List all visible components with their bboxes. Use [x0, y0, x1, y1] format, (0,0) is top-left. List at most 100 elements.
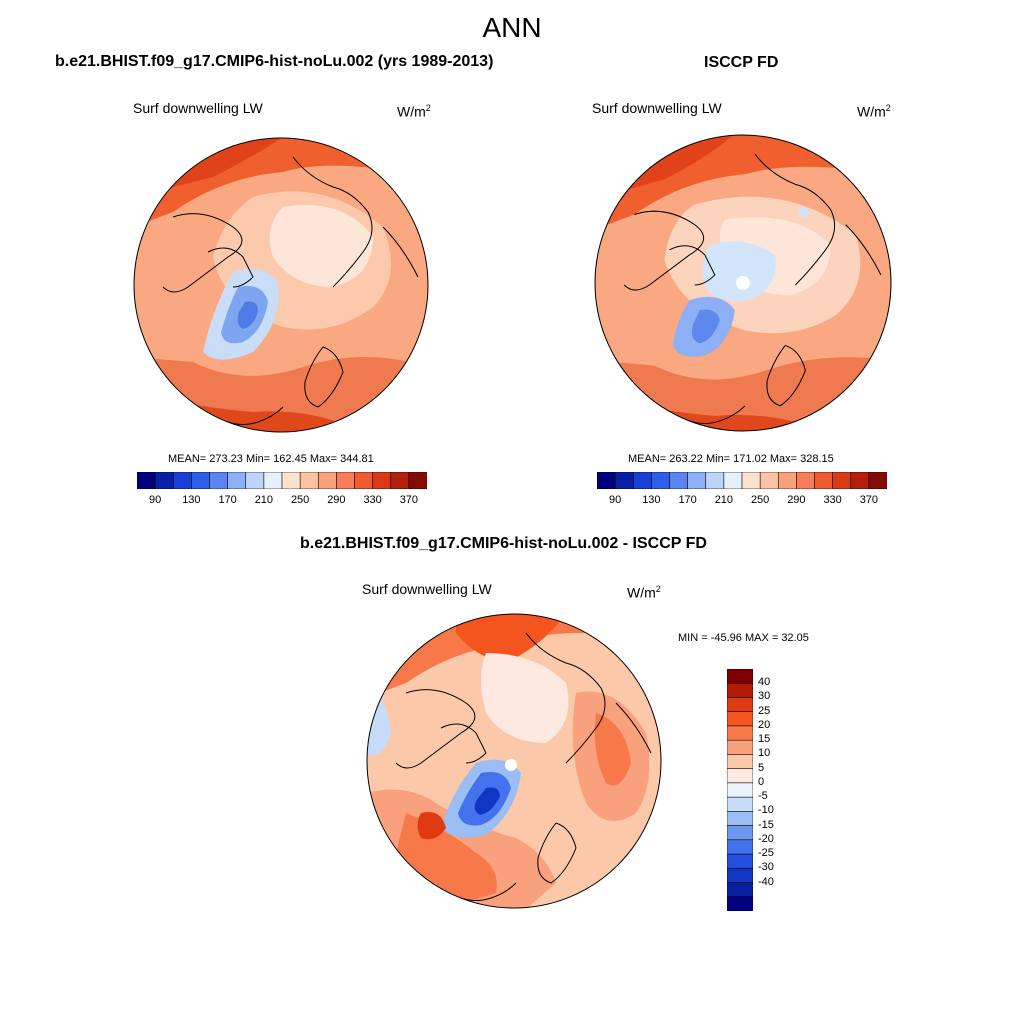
panel-1-colorbar-swatch	[390, 472, 410, 489]
panel-1-colorbar-swatch	[263, 472, 283, 489]
panel-1-colorbar-swatch	[191, 472, 211, 489]
panel-1-colorbar-swatch	[317, 472, 337, 489]
panel-2-colorbar-tick-label: 210	[714, 494, 734, 506]
panel-1-colorbar-swatch	[209, 472, 229, 489]
panel-1-colorbar-swatch	[299, 472, 319, 489]
panel-3-colorbar-swatch	[727, 811, 753, 827]
panel-2-colorbar-swatch	[850, 472, 870, 489]
panel-2-colorbar-tick-label: 290	[787, 494, 806, 506]
panel-1-colorbar-tick-label: 210	[254, 494, 274, 506]
panel-2-colorbar-swatch	[651, 472, 671, 489]
panel-1-colorbar-swatch	[372, 472, 392, 489]
panel-3-colorbar-swatch	[727, 754, 753, 770]
panel-2-colorbar	[597, 472, 887, 489]
panel-3-colorbar-label: 30	[758, 690, 771, 703]
panel-3-colorbar-swatch	[727, 682, 753, 698]
panel-2-colorbar-tick-label: 250	[750, 494, 770, 506]
panel-2-colorbar-tick-label: 130	[642, 494, 661, 506]
panel-3-colorbar-swatch	[727, 853, 753, 869]
panel-3-colorbar-label: 15	[758, 733, 771, 746]
panel-2-colorbar-swatch	[759, 472, 779, 489]
panel-2-stats: MEAN= 263.22 Min= 171.02 Max= 328.15	[628, 453, 834, 465]
panel-2-colorbar-swatch	[632, 472, 652, 489]
panel-3-colorbar	[727, 669, 753, 911]
panel-2-colorbar-swatch	[687, 472, 707, 489]
panel-3-colorbar-labels: 40 30 25 20 15 10 5 0 -5 -10 -15 -20 -25 -30 -40	[758, 669, 798, 911]
panel-3-colorbar-swatch	[727, 896, 753, 911]
panel-3-colorbar-label: -10	[758, 804, 774, 817]
panel-1-title: b.e21.BHIST.f09_g17.CMIP6-hist-noLu.002 …	[55, 53, 494, 70]
panel-2-colorbar-swatch	[832, 472, 852, 489]
panel-2-colorbar-ticks: 90 130 170 210 250 290 330 370	[597, 494, 887, 508]
panel-3-colorbar-label: -15	[758, 818, 774, 831]
panel-3-colorbar-label: 40	[758, 676, 771, 689]
panel-3-title: b.e21.BHIST.f09_g17.CMIP6-hist-noLu.002 …	[300, 535, 707, 552]
panel-3-colorbar-label: -5	[758, 790, 768, 803]
panel-2-colorbar-swatch	[597, 472, 616, 489]
panel-2-colorbar-tick-label: 170	[678, 494, 697, 506]
panel-3-variable-label: Surf downwelling LW	[362, 581, 492, 597]
panel-3-colorbar-swatch	[727, 768, 753, 784]
panel-1-polar-map	[133, 137, 429, 433]
panel-2-colorbar-tick-label: 90	[609, 494, 622, 506]
panel-3-colorbar-swatch	[727, 782, 753, 798]
panel-1-colorbar-tick-label: 290	[327, 494, 346, 506]
figure-title: ANN	[482, 12, 542, 43]
panel-2-colorbar-swatch	[868, 472, 887, 489]
panel-1-stats: MEAN= 273.23 Min= 162.45 Max= 344.81	[168, 453, 374, 465]
panel-1-colorbar-swatch	[354, 472, 374, 489]
panel-1-colorbar-tick-label: 250	[290, 494, 310, 506]
panel-1-variable-label: Surf downwelling LW	[133, 100, 263, 116]
panel-2-colorbar-swatch	[814, 472, 834, 489]
panel-1-colorbar-tick-label: 90	[149, 494, 162, 506]
panel-1-colorbar-swatch	[281, 472, 301, 489]
panel-2-colorbar-swatch	[705, 472, 725, 489]
panel-3-colorbar-swatch	[727, 825, 753, 841]
panel-3-colorbar-swatch	[727, 669, 753, 684]
panel-3-colorbar-swatch	[727, 882, 753, 898]
panel-3-colorbar-label: -20	[758, 832, 774, 845]
panel-1-colorbar	[137, 472, 427, 489]
panel-3-colorbar-label: -40	[758, 875, 774, 888]
panel-1-colorbar-tick-label: 130	[182, 494, 201, 506]
panel-1-colorbar-swatch	[137, 472, 156, 489]
panel-3-colorbar-label: 20	[758, 718, 771, 731]
panel-3-stats: MIN = -45.96 MAX = 32.05	[678, 632, 809, 644]
panel-2-colorbar-tick-label: 330	[823, 494, 842, 506]
panel-3-colorbar-swatch	[727, 796, 753, 812]
panel-3-polar-map	[366, 613, 662, 909]
panel-3-colorbar-label: 10	[758, 747, 771, 760]
panel-2-variable-label: Surf downwelling LW	[592, 100, 722, 116]
panel-3-colorbar-label: 25	[758, 704, 771, 717]
panel-2-colorbar-tick-label: 370	[859, 494, 879, 506]
panel-1-colorbar-swatch	[408, 472, 427, 489]
panel-1-units: W/m2	[397, 103, 431, 120]
panel-1-colorbar-swatch	[336, 472, 356, 489]
panel-1-colorbar-swatch	[227, 472, 247, 489]
panel-3-colorbar-label: 0	[758, 775, 765, 788]
panel-2-colorbar-swatch	[614, 472, 634, 489]
panel-3-colorbar-swatch	[727, 711, 753, 727]
panel-3-colorbar-swatch	[727, 839, 753, 855]
panel-2-colorbar-swatch	[777, 472, 797, 489]
panel-1-colorbar-tick-label: 170	[218, 494, 237, 506]
panel-1-colorbar-swatch	[245, 472, 265, 489]
panel-3-colorbar-label: -25	[758, 847, 774, 860]
panel-3-colorbar-label: -30	[758, 861, 774, 874]
panel-3-colorbar-swatch	[727, 725, 753, 741]
panel-2-colorbar-swatch	[723, 472, 743, 489]
panel-2-title: ISCCP FD	[704, 54, 779, 71]
panel-1-colorbar-ticks: 90 130 170 210 250 290 330 370	[137, 494, 427, 508]
panel-2-units: W/m2	[857, 103, 891, 120]
panel-3-colorbar-label: 5	[758, 761, 765, 774]
panel-1-colorbar-tick-label: 370	[399, 494, 419, 506]
panel-2-colorbar-swatch	[796, 472, 816, 489]
panel-2-colorbar-swatch	[741, 472, 761, 489]
panel-2-colorbar-swatch	[669, 472, 689, 489]
panel-1-colorbar-swatch	[172, 472, 192, 489]
panel-3-colorbar-swatch	[727, 867, 753, 884]
panel-1-colorbar-swatch	[154, 472, 174, 489]
panel-3-colorbar-swatch	[727, 697, 753, 713]
panel-2-polar-map	[594, 134, 892, 432]
panel-3-colorbar-swatch	[727, 739, 753, 755]
